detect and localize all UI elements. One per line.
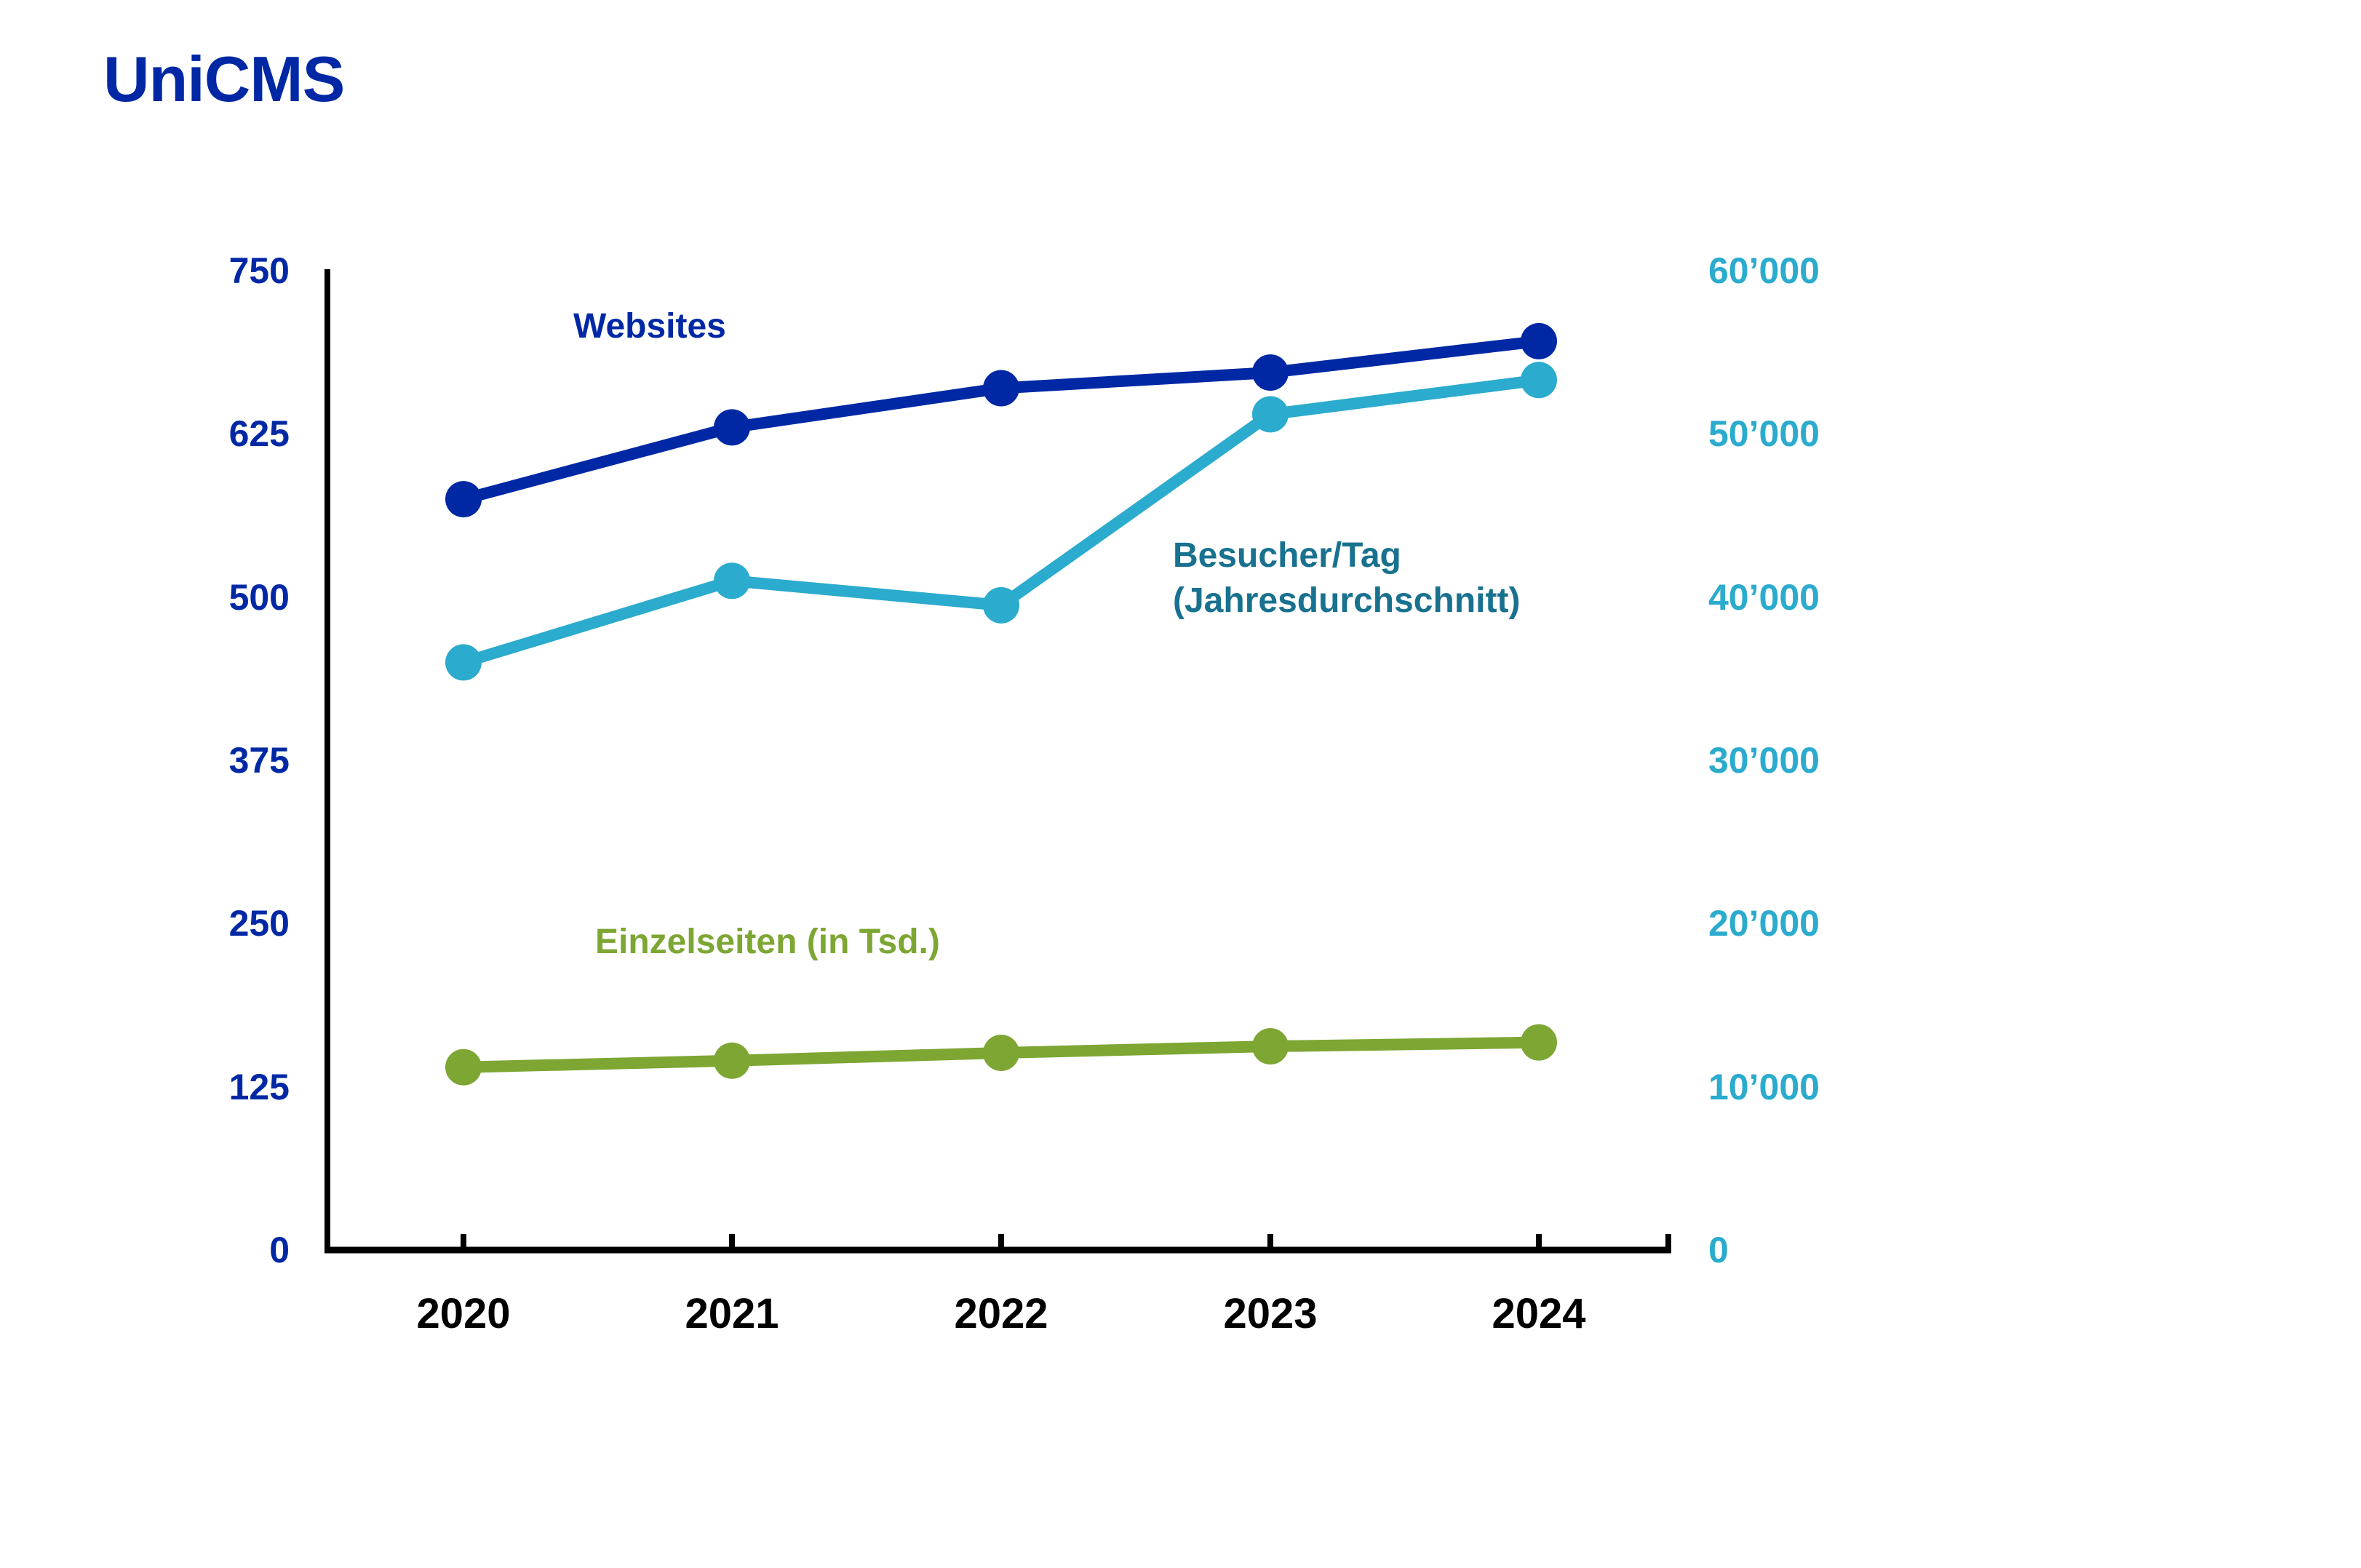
data-point-websites-2022 (983, 370, 1019, 407)
data-point-einzelseiten-in-tsd-2020 (445, 1048, 482, 1086)
series-line-websites (458, 335, 1545, 506)
page-title: UniCMS (103, 43, 345, 115)
x-axis-ticks (461, 1234, 1671, 1247)
data-point-einzelseiten-in-tsd-2024 (1521, 1024, 1557, 1061)
data-point-besucher-tag-jahresdurchschnitt-2022 (983, 586, 1019, 624)
data-point-einzelseiten-in-tsd-2021 (714, 1042, 750, 1079)
data-point-einzelseiten-in-tsd-2023 (1252, 1028, 1289, 1065)
data-point-besucher-tag-jahresdurchschnitt-2024 (1521, 362, 1557, 399)
data-point-websites-2021 (714, 409, 750, 446)
data-point-besucher-tag-jahresdurchschnitt-2020 (445, 644, 482, 681)
data-point-besucher-tag-jahresdurchschnitt-2021 (714, 562, 750, 600)
data-point-websites-2024 (1521, 322, 1557, 359)
data-point-websites-2020 (445, 481, 482, 518)
series-group (445, 322, 1557, 1086)
data-point-besucher-tag-jahresdurchschnitt-2023 (1252, 396, 1289, 433)
data-point-einzelseiten-in-tsd-2022 (983, 1035, 1019, 1072)
data-point-websites-2023 (1252, 354, 1289, 391)
